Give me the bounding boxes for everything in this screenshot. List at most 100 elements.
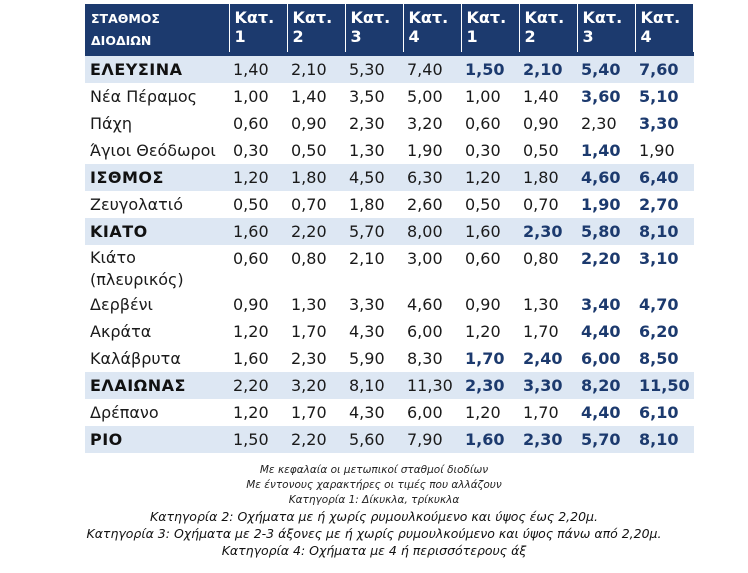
new-price-cat-2-cell: 1,80: [519, 164, 577, 191]
new-price-cat-3-cell: 1,90: [581, 195, 621, 214]
table-row: Κιάτο (πλευρικός) 0,60 0,80 2,10 3,00 0,60 0,8…: [85, 245, 694, 291]
table-row: Δρέπανο 1,20 1,70 4,30 6,00 1,20 1,70 4,40 6,10: [85, 399, 694, 426]
station-name-cell: Άγιοι Θεόδωροι: [90, 141, 216, 160]
new-price-cat-4-cell: 6,10: [639, 403, 679, 422]
new-price-cat-1-cell: 1,60: [461, 218, 519, 245]
new-price-cat-1-cell: 0,60: [465, 249, 501, 268]
old-price-cat-4-cell: 6,30: [403, 164, 461, 191]
old-price-cat-4-cell: 5,00: [407, 87, 443, 106]
old-price-cat-2-cell: 0,70: [291, 195, 327, 214]
old-price-cat-2-cell: 2,20: [287, 218, 345, 245]
new-price-cat-1-cell: 1,60: [461, 426, 519, 453]
note-category-3: Κατηγορία 3: Οχήματα με 2-3 άξονες με ή …: [86, 526, 662, 541]
new-price-cat-4-cell: 8,10: [635, 426, 694, 453]
old-price-cat-2-cell: 0,90: [291, 114, 327, 133]
header-old-cat-4: Κατ. 4: [403, 4, 462, 54]
new-price-cat-1-cell: 1,20: [465, 403, 501, 422]
new-price-cat-2-cell: 1,70: [523, 322, 559, 341]
table-row-main-station: ΕΛΕΥΣΙΝΑ 1,40 2,10 5,30 7,40 1,50 2,10 5,40 7,60: [85, 52, 694, 83]
station-name-cell: Καλάβρυτα: [90, 349, 181, 368]
new-price-cat-2-cell: 2,30: [519, 218, 577, 245]
old-price-cat-3-cell: 8,10: [345, 372, 403, 399]
old-price-cat-2-cell: 3,20: [287, 372, 345, 399]
new-price-cat-4-cell: 8,50: [639, 349, 679, 368]
old-price-cat-3-cell: 5,60: [345, 426, 403, 453]
new-price-cat-1-cell: 1,70: [465, 349, 505, 368]
new-price-cat-2-cell: 0,70: [523, 195, 559, 214]
old-price-cat-4-cell: 4,60: [407, 295, 443, 314]
old-price-cat-2-cell: 2,20: [287, 426, 345, 453]
new-price-cat-2-cell: 3,30: [519, 372, 577, 399]
new-price-cat-4-cell: 8,10: [635, 218, 694, 245]
new-price-cat-1-cell: 0,90: [465, 295, 501, 314]
old-price-cat-3-cell: 3,30: [349, 295, 385, 314]
old-price-cat-2-cell: 1,30: [291, 295, 327, 314]
old-price-cat-3-cell: 1,30: [349, 141, 385, 160]
old-price-cat-2-cell: 0,80: [291, 249, 327, 268]
old-price-cat-1-cell: 2,20: [229, 372, 287, 399]
new-price-cat-3-cell: 5,70: [577, 426, 635, 453]
old-price-cat-4-cell: 1,90: [407, 141, 443, 160]
station-name-cell: Δερβένι: [90, 295, 153, 314]
old-price-cat-2-cell: 1,70: [291, 403, 327, 422]
header-old-cat-3: Κατ. 3: [345, 4, 404, 54]
table-row: Καλάβρυτα 1,60 2,30 5,90 8,30 1,70 2,40 6,00 8,5…: [85, 345, 694, 372]
new-price-cat-1-cell: 1,20: [461, 164, 519, 191]
station-name-cell: Δρέπανο: [90, 403, 159, 422]
new-price-cat-2-cell: 2,40: [523, 349, 563, 368]
old-price-cat-2-cell: 0,50: [291, 141, 327, 160]
new-price-cat-3-cell: 4,40: [581, 322, 621, 341]
old-price-cat-1-cell: 0,60: [233, 114, 269, 133]
new-price-cat-1-cell: 1,50: [461, 52, 519, 83]
note-main-stations: Με κεφαλαία οι μετωπικοί σταθμοί διοδίων: [259, 464, 489, 476]
new-price-cat-4-cell: 3,10: [639, 249, 679, 268]
new-price-cat-2-cell: 1,40: [523, 87, 559, 106]
old-price-cat-4-cell: 8,00: [403, 218, 461, 245]
note-category-1: Κατηγορία 1: Δίκυκλα, τρίκυκλα: [288, 494, 460, 506]
new-price-cat-4-cell: 3,30: [639, 114, 679, 133]
station-name-cell: ΡΙΟ: [85, 426, 229, 453]
new-price-cat-4-cell: 6,20: [639, 322, 679, 341]
header-new-cat-2: Κατ. 2: [519, 4, 578, 54]
table-body: ΕΛΕΥΣΙΝΑ 1,40 2,10 5,30 7,40 1,50 2,10 5,40 7,60…: [85, 52, 694, 453]
note-category-2: Κατηγορία 2: Οχήματα με ή χωρίς ρυμουλκο…: [150, 509, 598, 524]
old-price-cat-1-cell: 0,30: [233, 141, 269, 160]
new-price-cat-4-cell: 7,60: [635, 52, 694, 83]
header-old-cat-1: Κατ. 1: [229, 4, 288, 54]
old-price-cat-1-cell: 1,60: [233, 349, 269, 368]
old-price-cat-1-cell: 0,90: [233, 295, 269, 314]
table-row: Άγιοι Θεόδωροι 0,30 0,50 1,30 1,90 0,30 0,50 1,…: [85, 137, 694, 164]
old-price-cat-4-cell: 7,90: [403, 426, 461, 453]
old-price-cat-1-cell: 1,60: [229, 218, 287, 245]
table-row: Πάχη 0,60 0,90 2,30 3,20 0,60 0,90 2,30 3,30: [85, 110, 694, 137]
new-price-cat-2-cell: 0,80: [523, 249, 559, 268]
header-station: ΣΤΑΘΜΟΣ ΔΙΟΔΙΩΝ: [85, 4, 230, 54]
new-price-cat-4-cell: 5,10: [639, 87, 679, 106]
new-price-cat-2-cell: 0,50: [523, 141, 559, 160]
new-price-cat-2-cell: 1,30: [523, 295, 559, 314]
table-row: Ζευγολατιό 0,50 0,70 1,80 2,60 0,50 0,70 1,90 2,…: [85, 191, 694, 218]
old-price-cat-3-cell: 4,30: [349, 403, 385, 422]
new-price-cat-3-cell: 5,80: [577, 218, 635, 245]
station-name-cell: Νέα Πέραμος: [90, 87, 197, 106]
note-category-4: Κατηγορία 4: Οχήματα με 4 ή περισσότερου…: [221, 543, 527, 558]
new-price-cat-1-cell: 2,30: [461, 372, 519, 399]
old-price-cat-1-cell: 1,40: [229, 52, 287, 83]
table-row-main-station: ΡΙΟ 1,50 2,20 5,60 7,90 1,60 2,30 5,70 8,10: [85, 426, 694, 453]
station-name-cell: ΚΙΑΤΟ: [85, 218, 229, 245]
table-row: Δερβένι 0,90 1,30 3,30 4,60 0,90 1,30 3,40 4,70: [85, 291, 694, 318]
station-name-cell: Πάχη: [90, 114, 132, 133]
station-name-cell: Ακράτα: [90, 322, 152, 341]
new-price-cat-3-cell: 8,20: [577, 372, 635, 399]
new-price-cat-1-cell: 0,50: [465, 195, 501, 214]
new-price-cat-3-cell: 4,40: [581, 403, 621, 422]
old-price-cat-3-cell: 2,10: [349, 249, 385, 268]
old-price-cat-4-cell: 6,00: [407, 403, 443, 422]
table-row: Νέα Πέραμος 1,00 1,40 3,50 5,00 1,00 1,40 3,60 5…: [85, 83, 694, 110]
header-new-cat-3: Κατ. 3: [577, 4, 636, 54]
new-price-cat-3-cell: 1,40: [581, 141, 621, 160]
new-price-cat-3-cell: 2,30: [581, 114, 617, 133]
new-price-cat-4-cell: 11,50: [635, 372, 694, 399]
new-price-cat-3-cell: 4,60: [577, 164, 635, 191]
old-price-cat-2-cell: 2,30: [291, 349, 327, 368]
